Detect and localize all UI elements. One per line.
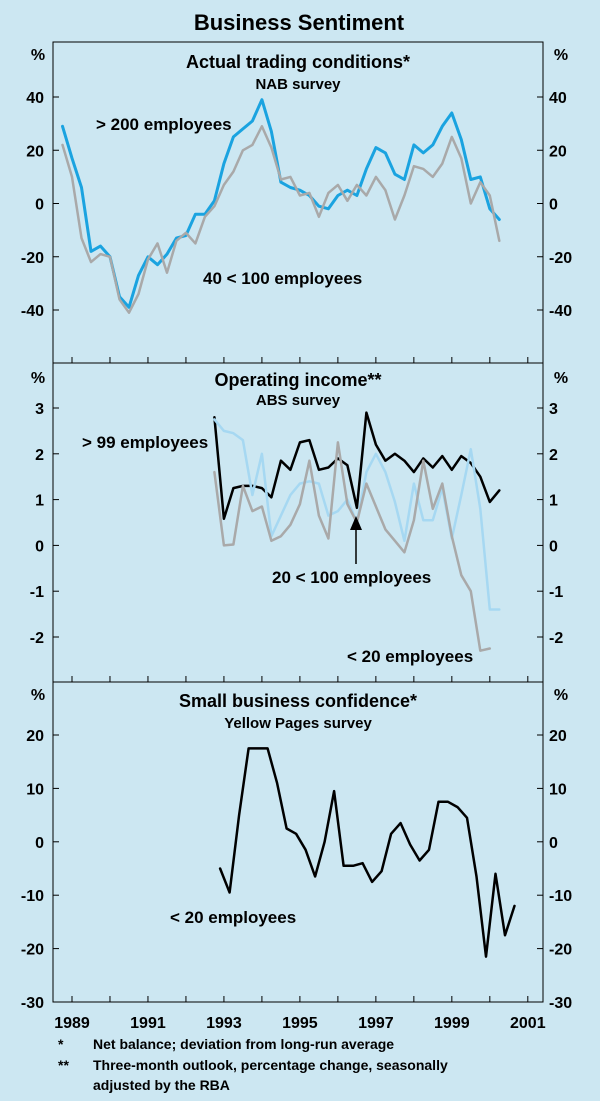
panel2-ytick-right-4: -1 [549, 584, 563, 601]
panel1-ytick-right-2: 0 [549, 197, 558, 214]
footnote-3-text: adjusted by the RBA [93, 1077, 230, 1093]
panel1-series-1 [61, 125, 501, 314]
panel2-ytick-right-5: -2 [549, 630, 563, 647]
panel2-series-0 [213, 411, 501, 521]
panel2-ytick-left-4: -1 [30, 584, 44, 601]
panel3-unit-right: % [554, 687, 568, 704]
xtick-label-1: 1991 [130, 1015, 166, 1032]
panel1-title: Actual trading conditions* [186, 52, 410, 72]
panel3-ytick-right-2: 0 [549, 835, 558, 852]
panel1-ytick-left-3: -20 [21, 250, 44, 267]
xtick-label-6: 2001 [510, 1015, 546, 1032]
panel3-ytick-left-1: 10 [26, 781, 44, 798]
xtick-label-5: 1999 [434, 1015, 470, 1032]
panel3-ytick-right-4: -20 [549, 942, 572, 959]
panel3-ytick-right-1: 10 [549, 781, 567, 798]
panel2-ytick-right-3: 0 [549, 538, 558, 555]
panel1-subtitle: NAB survey [255, 76, 341, 93]
label-under-20: < 20 employees [347, 647, 473, 666]
panel1-unit-right: % [554, 47, 568, 64]
panel1-ytick-left-0: 40 [26, 90, 44, 107]
panel3-unit-left: % [31, 687, 45, 704]
footnote-1-text: Net balance; deviation from long-run ave… [93, 1036, 394, 1052]
panel3-ytick-right-3: -10 [549, 888, 572, 905]
panel2-ytick-left-5: -2 [30, 630, 44, 647]
panel2-series-2 [213, 441, 492, 652]
panel3-ytick-left-0: 20 [26, 728, 44, 745]
panel1-unit-left: % [31, 47, 45, 64]
panel2-unit-left: % [31, 370, 45, 387]
annotation-arrow-head [350, 516, 362, 530]
label-confidence-under-20: < 20 employees [170, 908, 296, 927]
label-40-100: 40 < 100 employees [203, 269, 362, 288]
footnote-2-mark: ** [58, 1057, 69, 1073]
panel1-ytick-right-1: 20 [549, 143, 567, 160]
panel2-ytick-left-3: 0 [35, 538, 44, 555]
panel1-series-0 [61, 98, 501, 309]
panel3-ytick-right-0: 20 [549, 728, 567, 745]
panel3-ytick-left-2: 0 [35, 835, 44, 852]
panel3-subtitle: Yellow Pages survey [224, 715, 372, 732]
panel1-ytick-left-4: -40 [21, 303, 44, 320]
panel2-title: Operating income** [214, 370, 381, 390]
panel2-ytick-right-1: 2 [549, 447, 558, 464]
panel3-series-0 [218, 747, 516, 958]
chart-title: Business Sentiment [194, 10, 405, 35]
panel2-subtitle: ABS survey [256, 392, 341, 409]
panel2-ytick-left-0: 3 [35, 401, 44, 418]
panel2-ytick-left-2: 1 [35, 493, 44, 510]
panel1-ytick-right-3: -20 [549, 250, 572, 267]
panel1-ytick-left-2: 0 [35, 197, 44, 214]
label-over-200: > 200 employees [96, 115, 232, 134]
panel1-ytick-right-4: -40 [549, 303, 572, 320]
panel2-ytick-right-0: 3 [549, 401, 558, 418]
panel2-unit-right: % [554, 370, 568, 387]
xtick-label-4: 1997 [358, 1015, 394, 1032]
panel-frame-2 [52, 362, 544, 683]
xtick-label-0: 1989 [54, 1015, 90, 1032]
panel2-ytick-right-2: 1 [549, 493, 558, 510]
xtick-label-3: 1995 [282, 1015, 318, 1032]
panel2-ytick-left-1: 2 [35, 447, 44, 464]
footnote-1-mark: * [58, 1036, 64, 1052]
panel1-ytick-left-1: 20 [26, 143, 44, 160]
label-over-99: > 99 employees [82, 433, 208, 452]
panel3-ytick-left-5: -30 [21, 995, 44, 1012]
panel3-ytick-left-3: -10 [21, 888, 44, 905]
label-20-100: 20 < 100 employees [272, 568, 431, 587]
xtick-label-2: 1993 [206, 1015, 242, 1032]
panel3-title: Small business confidence* [179, 691, 417, 711]
panel3-ytick-left-4: -20 [21, 942, 44, 959]
panel1-ytick-right-0: 40 [549, 90, 567, 107]
footnote-2-text: Three-month outlook, percentage change, … [93, 1057, 448, 1073]
panel3-ytick-right-5: -30 [549, 995, 572, 1012]
